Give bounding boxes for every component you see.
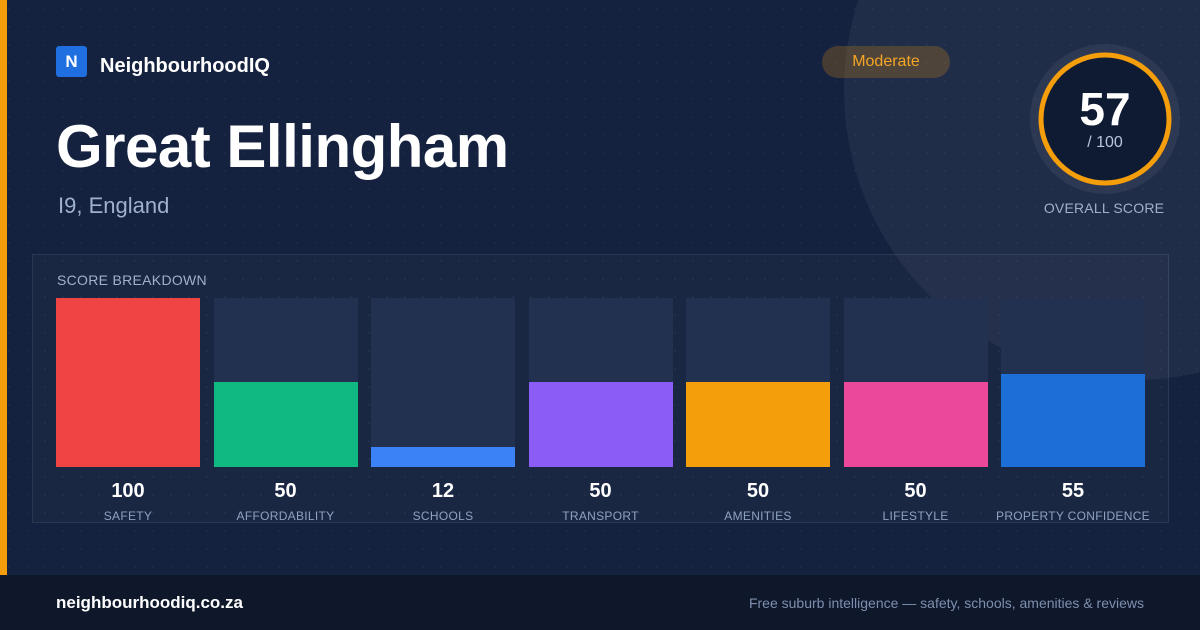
bar-column: 50 LIFESTYLE <box>843 298 988 524</box>
bar-value: 50 <box>589 480 612 502</box>
bar-column: 12 SCHOOLS <box>371 298 515 524</box>
bar-fill <box>213 382 358 467</box>
footer-domain-link[interactable]: neighbourhoodiq.co.za <box>56 592 243 612</box>
place-title: Great Ellingham <box>56 113 509 180</box>
bar-fill <box>686 382 830 467</box>
bar-track <box>1001 298 1145 467</box>
bar-track <box>213 298 358 467</box>
bar-label: LIFESTYLE <box>882 509 949 523</box>
bar-column: 50 AMENITIES <box>686 298 830 524</box>
bar-value: 50 <box>904 480 927 502</box>
bar-fill <box>371 447 515 467</box>
footer-tagline: Free suburb intelligence — safety, schoo… <box>748 594 1144 611</box>
bar-column: 50 AFFORDABILITY <box>213 298 358 524</box>
score-breakdown-panel: SCORE BREAKDOWN 100 SAFETY 50 AFFORDABILITY… <box>32 254 1169 523</box>
brand-logo-icon: N <box>56 46 87 77</box>
bar-value: 12 <box>431 480 455 502</box>
bar-column: 100 SAFETY <box>56 298 200 524</box>
bar-label: SCHOOLS <box>412 509 474 523</box>
bar-value: 50 <box>746 480 770 502</box>
bar-track <box>528 298 673 467</box>
bar-label: TRANSPORT <box>562 509 639 523</box>
breakdown-title: SCORE BREAKDOWN <box>57 272 207 288</box>
footer: neighbourhoodiq.co.za Free suburb intell… <box>0 575 1200 630</box>
place-location: I9, England <box>58 193 170 218</box>
bar-track <box>686 298 830 467</box>
brand[interactable]: N NeighbourhoodIQ <box>56 45 270 78</box>
score-max: / 100 <box>1087 134 1123 151</box>
bar-value: 50 <box>274 480 297 502</box>
bar-fill <box>1001 374 1145 467</box>
bar-column: 50 TRANSPORT <box>528 298 673 524</box>
bar-label: AMENITIES <box>724 509 792 523</box>
brand-name: NeighbourhoodIQ <box>100 55 270 77</box>
bar-label: AFFORDABILITY <box>236 509 335 523</box>
score-value: 57 <box>1079 83 1131 135</box>
score-label: OVERALL SCORE <box>1043 200 1165 216</box>
bar-fill <box>843 382 988 467</box>
bar-label: SAFETY <box>103 509 153 523</box>
bar-label: PROPERTY CONFIDENCE <box>996 509 1150 523</box>
bar-fill <box>56 298 200 467</box>
rating-badge: Moderate <box>822 46 950 78</box>
bar-value: 100 <box>111 480 145 502</box>
overall-score-ring: 57 / 100 <box>1030 44 1180 194</box>
score-ring-fill <box>1038 52 1172 186</box>
bar-track <box>843 298 988 467</box>
bar-track <box>371 298 515 467</box>
bar-column: 55 PROPERTY CONFIDENCE <box>996 298 1150 524</box>
bar-fill <box>528 382 673 467</box>
bar-track <box>56 298 200 467</box>
accent-bar <box>0 0 7 575</box>
score-ring-svg <box>1030 44 1180 194</box>
bar-value: 55 <box>1061 480 1085 502</box>
